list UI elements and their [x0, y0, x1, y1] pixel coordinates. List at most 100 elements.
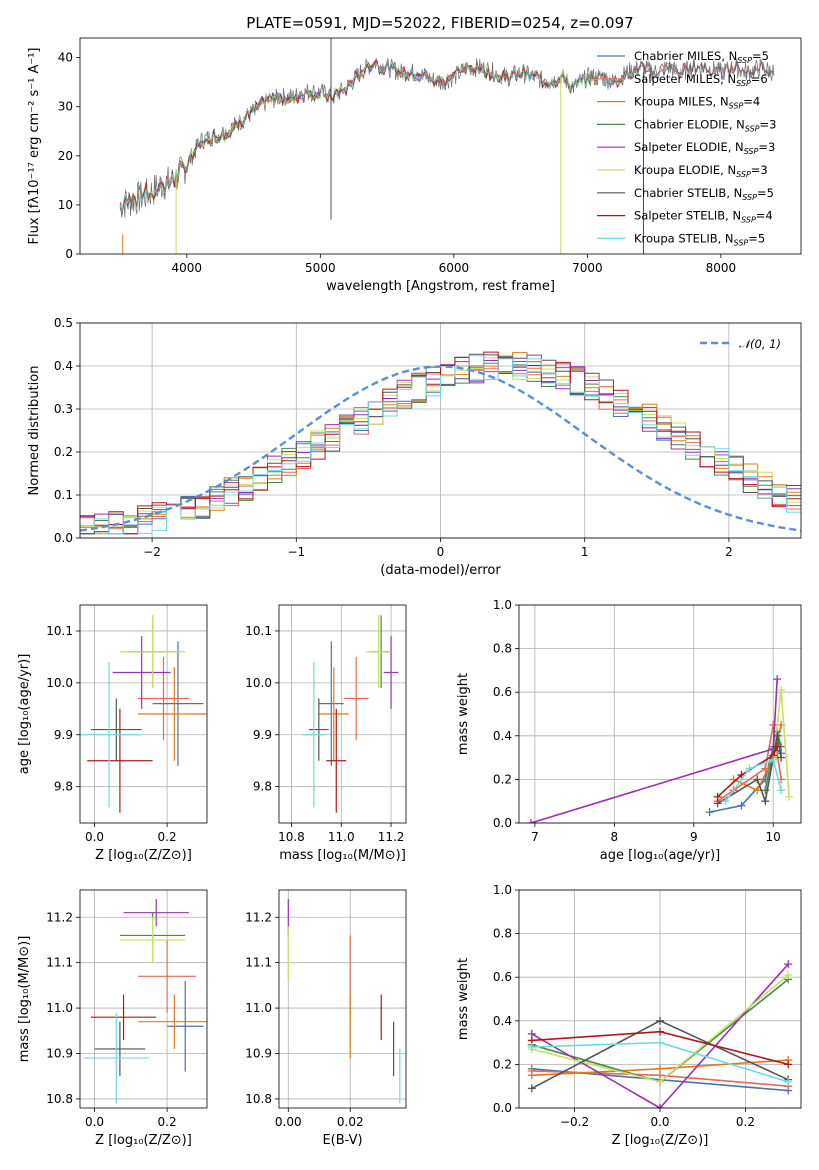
y-tick-label: 10.0 — [245, 676, 272, 690]
x-axis-label: E(B-V) — [322, 1133, 362, 1148]
histogram-step-8 — [80, 355, 801, 535]
model-line-3 — [119, 61, 641, 216]
y-tick-label: 9.9 — [253, 728, 272, 742]
model-line-8 — [119, 58, 641, 212]
weight-marker — [785, 792, 794, 801]
axes-frame — [518, 604, 802, 824]
histogram-legend: 𝒩(0, 1) — [700, 337, 781, 351]
legend-entry: Salpeter ELODIE, NSSP=3 — [634, 140, 775, 156]
weight-marker — [656, 1077, 664, 1086]
legend-entry: Salpeter STELIB, NSSP=4 — [634, 209, 773, 225]
weight-marker — [777, 686, 786, 695]
y-tick-label: 0.8 — [493, 927, 512, 941]
y-tick-label: 0.3 — [54, 402, 73, 416]
x-tick-label: 7000 — [572, 261, 603, 275]
y-tick-label: 0.6 — [493, 970, 512, 984]
x-tick-label: 7 — [531, 830, 539, 844]
spectrum-legend: Chabrier MILES, NSSP=5 Salpeter MILES, NS… — [597, 49, 776, 247]
y-tick-label: 0.2 — [493, 1057, 512, 1071]
y-tick-label: 10.9 — [245, 1047, 272, 1061]
x-axis-label: wavelength [Angstrom, rest frame] — [326, 279, 555, 294]
x-tick-label: 0.2 — [158, 830, 177, 844]
y-tick-label: 11.2 — [245, 910, 272, 924]
x-tick-label: 10 — [766, 830, 781, 844]
y-tick-label: 0.0 — [493, 1101, 512, 1115]
y-tick-label: 9.9 — [54, 728, 73, 742]
y-axis-label: mass weight — [456, 673, 471, 755]
model-line-7 — [119, 57, 641, 212]
legend-entry: Chabrier STELIB, NSSP=5 — [634, 186, 774, 202]
weight-marker — [745, 764, 754, 773]
weight-marker — [527, 1042, 536, 1051]
x-tick-label: 0.02 — [337, 1115, 364, 1129]
y-tick-label: 11.2 — [46, 910, 73, 924]
weight-marker — [777, 753, 786, 762]
mass-vs-metallicity-panel: 0.0 0.2 10.8 10.9 11.0 11.1 11.2 Z [log₁₀(Z/Z⊙)… — [17, 889, 208, 1148]
axes-frame — [79, 889, 208, 1109]
y-tick-label: 0.2 — [493, 772, 512, 786]
weight-vs-age-marks — [526, 675, 794, 823]
mass-vs-extinction-panel: 0.00 0.02 10.8 10.9 11.0 11.1 11.2 E(B-V) — [245, 889, 407, 1148]
y-tick-label: 10.1 — [245, 624, 272, 638]
x-tick-label: 0.0 — [85, 1115, 104, 1129]
y-tick-label: 10.8 — [245, 1092, 272, 1106]
y-tick-label: 10.0 — [46, 676, 73, 690]
x-tick-label: 1 — [581, 545, 589, 559]
weight-marker — [784, 1060, 793, 1069]
x-axis-label: Z [log₁₀(Z/Z⊙)] — [95, 848, 192, 863]
y-axis-label: mass weight — [456, 958, 471, 1040]
x-axis-label: Z [log₁₀(Z/Z⊙)] — [95, 1133, 192, 1148]
x-axis-label: age [log₁₀(age/yr)] — [600, 848, 721, 863]
weight-marker — [527, 1084, 536, 1093]
x-tick-label: 11.2 — [378, 830, 405, 844]
x-tick-label: −0.2 — [560, 1115, 589, 1129]
y-tick-label: 9.8 — [253, 780, 272, 794]
x-tick-label: 8000 — [706, 261, 737, 275]
x-tick-label: 0.0 — [650, 1115, 669, 1129]
weight-marker — [769, 720, 778, 729]
axes-frame — [79, 322, 802, 539]
x-tick-label: 0.00 — [275, 1115, 302, 1129]
weight-line-2 — [733, 724, 782, 792]
residual-histogram-panel: −2 −1 0 1 2 0.0 0.1 0.2 0.3 0.4 0.5 (data-model)/er… — [27, 316, 802, 578]
y-tick-label: 10.8 — [46, 1092, 73, 1106]
y-tick-label: 0.8 — [493, 642, 512, 656]
x-tick-label: 2 — [725, 545, 733, 559]
y-tick-label: 10.1 — [46, 624, 73, 638]
x-axis-label: (data-model)/error — [380, 563, 501, 578]
y-tick-label: 11.1 — [46, 956, 73, 970]
legend-entry: Chabrier MILES, NSSP=5 — [634, 49, 769, 65]
weight-marker — [753, 786, 762, 795]
legend-entry: Kroupa MILES, NSSP=4 — [634, 95, 760, 111]
y-tick-label: 0 — [65, 247, 73, 261]
y-axis-label: mass [log₁₀(M/M⊙)] — [17, 936, 32, 1063]
y-tick-label: 30 — [58, 100, 73, 114]
weight-marker — [721, 797, 730, 806]
y-tick-label: 0.5 — [54, 316, 73, 330]
age-vs-metallicity-panel: 0.0 0.2 9.8 9.9 10.0 10.1 Z [log₁₀(Z/Z⊙)] age [… — [17, 604, 208, 863]
axes-frame — [278, 889, 407, 1109]
y-tick-label: 40 — [58, 51, 73, 65]
age-vs-mass-marks — [301, 615, 399, 813]
y-tick-label: 0.2 — [54, 445, 73, 459]
legend-entry: Salpeter MILES, NSSP=6 — [634, 72, 768, 88]
x-tick-label: 0 — [437, 545, 445, 559]
x-axis-label: mass [log₁₀(M/M⊙)] — [279, 848, 406, 863]
weight-marker — [737, 801, 746, 810]
weight-marker — [784, 1077, 793, 1086]
y-tick-label: 0.1 — [54, 488, 73, 502]
weight-marker — [777, 786, 786, 795]
weight-marker — [713, 792, 722, 801]
y-tick-label: 11.0 — [46, 1001, 73, 1015]
weight-marker — [656, 1038, 664, 1047]
model-line-4 — [119, 59, 640, 216]
weight-marker — [784, 960, 793, 969]
x-tick-label: 11.0 — [328, 830, 355, 844]
weight-marker — [769, 755, 778, 764]
weight-marker — [656, 1027, 664, 1036]
y-tick-label: 1.0 — [493, 598, 512, 612]
weight-marker — [656, 1016, 664, 1025]
weight-marker — [526, 819, 535, 823]
axes-frame — [79, 604, 208, 824]
